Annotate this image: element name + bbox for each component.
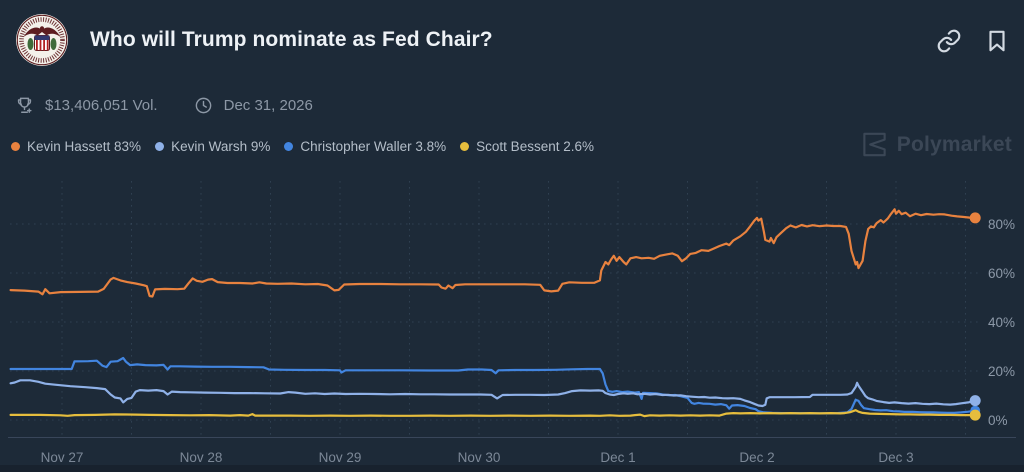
legend-item-warsh[interactable]: Kevin Warsh 9%	[155, 139, 270, 154]
y-axis-label: 20%	[988, 364, 1015, 379]
series-line-warsh	[9, 379, 977, 408]
legend-item-bessent[interactable]: Scott Bessent 2.6%	[460, 139, 594, 154]
clock-icon	[195, 97, 211, 114]
federal-reserve-seal-logo	[16, 14, 68, 66]
series-endpoint-bessent	[969, 409, 981, 421]
legend-dot-warsh	[155, 142, 165, 151]
copy-link-icon[interactable]	[936, 28, 962, 54]
legend-dot-bessent	[460, 142, 470, 151]
legend-label: Scott Bessent 2.6%	[476, 139, 594, 154]
series-line-waller	[9, 356, 977, 415]
legend-item-hassett[interactable]: Kevin Hassett 83%	[11, 139, 141, 154]
x-axis-label: Dec 2	[739, 450, 774, 465]
market-stats: $13,406,051 Vol. Dec 31, 2026	[15, 96, 313, 115]
series-line-hassett	[9, 208, 977, 298]
y-axis-label: 60%	[988, 266, 1015, 281]
end-date: Dec 31, 2026	[223, 97, 313, 114]
trophy-icon	[17, 97, 32, 113]
x-axis-label: Dec 3	[878, 450, 913, 465]
volume-value: $13,406,051 Vol.	[45, 97, 158, 114]
legend-label: Kevin Warsh 9%	[171, 139, 271, 154]
series-line-bessent	[9, 409, 977, 418]
y-axis-label: 80%	[988, 217, 1015, 232]
market-header: Who will Trump nominate as Fed Chair?	[16, 14, 493, 66]
x-axis-label: Nov 28	[180, 450, 223, 465]
bookmark-icon[interactable]	[984, 28, 1010, 54]
chart-legend: Kevin Hassett 83% Kevin Warsh 9% Christo…	[11, 139, 594, 154]
series-endpoint-warsh	[969, 395, 981, 407]
polymarket-logo-icon	[863, 132, 886, 157]
legend-dot-hassett	[11, 142, 20, 151]
x-axis-label: Nov 29	[319, 450, 362, 465]
y-axis-label: 40%	[988, 315, 1015, 330]
legend-label: Kevin Hassett 83%	[27, 139, 142, 154]
polymarket-wordmark: Polymarket	[896, 132, 1012, 156]
y-axis-label: 0%	[988, 413, 1008, 428]
header-actions	[936, 28, 1010, 54]
series-endpoint-hassett	[969, 212, 981, 224]
page-title: Who will Trump nominate as Fed Chair?	[90, 28, 493, 51]
polymarket-watermark: Polymarket	[861, 131, 1012, 158]
bottom-edge-strip	[0, 465, 1024, 472]
legend-item-waller[interactable]: Christopher Waller 3.8%	[284, 139, 446, 154]
legend-label: Christopher Waller 3.8%	[300, 139, 447, 154]
x-axis-label: Dec 1	[600, 450, 635, 465]
x-axis-label: Nov 30	[458, 450, 501, 465]
x-axis-label: Nov 27	[41, 450, 84, 465]
legend-dot-waller	[284, 142, 294, 151]
